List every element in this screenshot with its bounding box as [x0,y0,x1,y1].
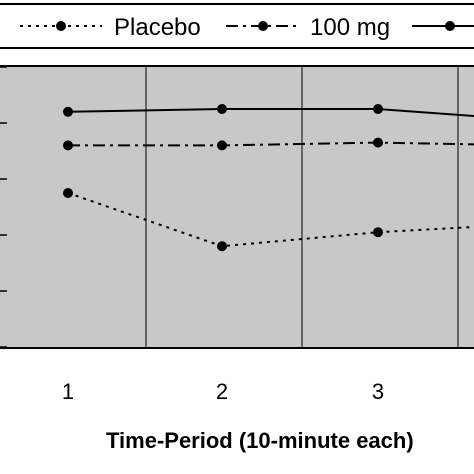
data-point-s2-p1 [63,140,73,151]
series-1 [63,188,474,252]
x-axis-title: Time-Period (10-minute each) [106,428,414,453]
series-2 [63,137,474,151]
series-3 [63,104,474,117]
legend-item-placebo: Placebo [20,14,201,41]
data-point-s3-p2 [217,104,227,114]
plot-background [0,65,474,349]
legend-marker-100mg [258,21,268,31]
grid-lines [145,67,459,347]
x-tick-label-3: 3 [372,379,384,404]
legend-label-100mg: 100 mg [310,14,390,41]
data-point-s3-p1 [63,106,73,117]
x-tick-labels: 1234 [62,379,384,404]
legend: Placebo 100 mg [0,3,474,49]
x-tick-label-1: 1 [62,379,74,404]
legend-label-placebo: Placebo [114,14,201,41]
series-line-1 [67,192,474,248]
x-tick-label-2: 2 [216,379,228,404]
series-line-2 [68,141,474,147]
data-point-s1-p3 [373,227,383,238]
data-point-s3-p3 [373,104,383,114]
legend-marker-placebo [56,21,66,31]
data-point-s1-p1 [63,188,73,198]
series-layer [63,104,474,252]
series-line-3 [67,108,474,117]
data-point-s2-p2 [217,140,227,151]
legend-marker-third [445,21,455,31]
data-point-s2-p3 [373,137,383,148]
legend-item-third [412,21,474,31]
legend-item-100mg: 100 mg [226,14,390,41]
y-axis-ticks [0,66,7,348]
data-point-s1-p2 [217,241,227,252]
